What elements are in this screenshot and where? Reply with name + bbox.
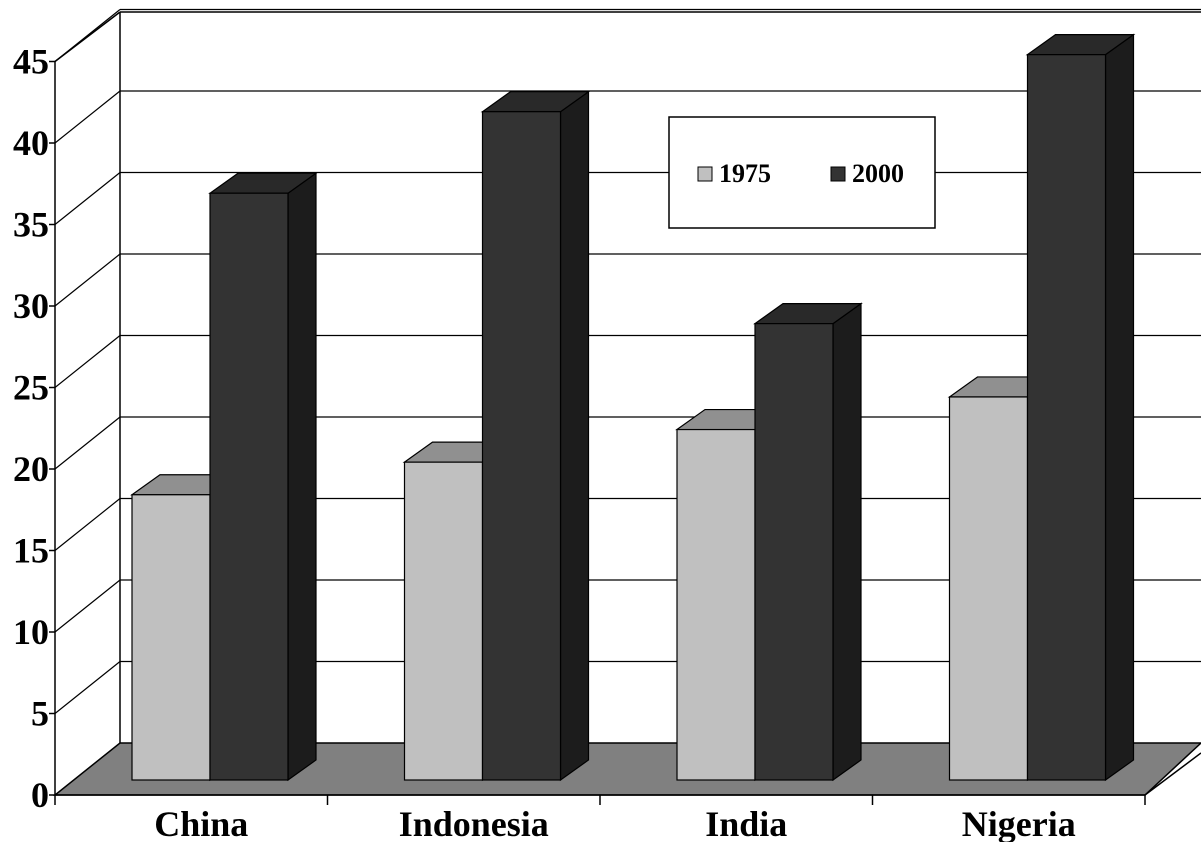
bar-side bbox=[832, 302, 862, 782]
bar-side bbox=[1104, 33, 1135, 782]
gridline-wall bbox=[54, 253, 121, 307]
x-axis: China Indonesia India Nigeria bbox=[54, 794, 1146, 842]
y-tick-label: 25 bbox=[13, 368, 49, 408]
gridline-wall bbox=[54, 335, 121, 388]
bar-nigeria-2000 bbox=[1025, 33, 1136, 782]
bar-india-2000 bbox=[753, 302, 863, 782]
bar-front bbox=[131, 494, 211, 781]
legend-swatch-1975 bbox=[697, 166, 713, 182]
gridline-wall bbox=[54, 90, 121, 144]
y-tick-label: 20 bbox=[13, 449, 49, 489]
x-tick-label-india: India bbox=[705, 804, 787, 842]
y-tick-label: 15 bbox=[13, 531, 49, 571]
legend-swatch-2000 bbox=[830, 166, 846, 182]
y-tick-label: 5 bbox=[31, 694, 49, 734]
bar-indonesia-2000 bbox=[480, 90, 591, 782]
bar-front bbox=[209, 192, 289, 781]
gridline-wall bbox=[54, 661, 121, 714]
y-tick-label: 40 bbox=[13, 123, 49, 163]
bar-china-2000 bbox=[208, 172, 318, 782]
bar-front bbox=[481, 111, 562, 781]
legend-label-2000: 2000 bbox=[852, 159, 904, 188]
x-tick-label-indonesia: Indonesia bbox=[399, 804, 549, 842]
legend: 1975 2000 bbox=[668, 116, 936, 229]
gridline-wall bbox=[54, 498, 121, 551]
y-tick-label: 45 bbox=[13, 42, 49, 82]
x-tick-label-china: China bbox=[154, 804, 248, 842]
bar-side bbox=[287, 172, 317, 782]
gridline-wall bbox=[54, 9, 121, 62]
y-tick-label: 30 bbox=[13, 286, 49, 326]
legend-box bbox=[668, 116, 936, 229]
gridline-wall bbox=[54, 579, 121, 633]
bar-front bbox=[948, 396, 1029, 781]
gridline-wall bbox=[54, 416, 121, 470]
bar-side bbox=[559, 90, 590, 782]
gridline-wall bbox=[54, 172, 121, 225]
bar-front bbox=[676, 428, 756, 781]
floor-right-edge bbox=[1144, 752, 1201, 796]
legend-label-1975: 1975 bbox=[719, 159, 771, 188]
bar-front bbox=[1026, 54, 1107, 781]
x-tick-label-nigeria: Nigeria bbox=[962, 804, 1076, 842]
bars bbox=[130, 33, 1136, 782]
bar-front bbox=[403, 461, 484, 781]
y-tick-label: 10 bbox=[13, 612, 49, 652]
y-tick-label: 0 bbox=[31, 775, 49, 815]
bar-front bbox=[754, 323, 834, 781]
y-tick-label: 35 bbox=[13, 205, 49, 245]
y-axis: 0 5 10 15 20 25 30 35 40 45 bbox=[13, 42, 55, 815]
